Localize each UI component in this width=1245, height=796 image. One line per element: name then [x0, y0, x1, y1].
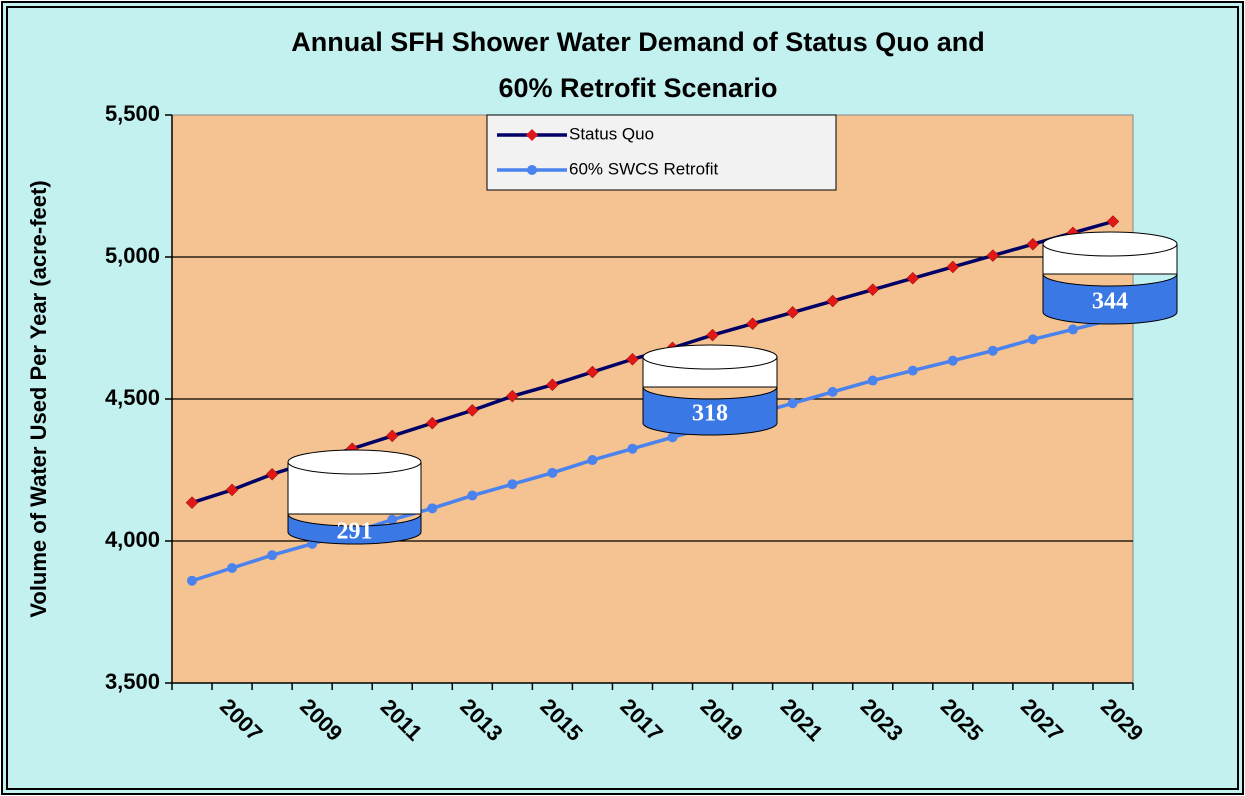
marker	[465, 404, 479, 417]
marker	[626, 352, 639, 366]
legend-box	[486, 114, 837, 191]
marker	[907, 365, 918, 376]
annotation: 344	[1092, 289, 1128, 315]
annotation: 291	[337, 519, 373, 545]
marker	[987, 345, 998, 356]
marker	[587, 455, 598, 466]
marker	[467, 490, 478, 501]
marker	[547, 467, 558, 478]
marker	[1106, 215, 1120, 228]
chart-title: Annual SFH Shower Water Demand of Status…	[291, 27, 985, 57]
marker	[187, 575, 198, 586]
marker	[1026, 237, 1040, 251]
cylinder-body-blue	[287, 513, 422, 545]
cylinder-top	[1042, 231, 1178, 257]
marker	[427, 503, 438, 514]
marker	[1027, 334, 1038, 345]
marker	[225, 483, 239, 497]
marker	[906, 271, 920, 285]
annotation: 318	[692, 401, 728, 427]
cylinder-top	[642, 344, 778, 370]
y-axis-label: Volume of Water Used Per Year (acre-feet…	[26, 180, 51, 617]
marker	[866, 283, 880, 297]
cylinder-top	[287, 449, 422, 475]
y-tick-label: 3,500	[105, 669, 160, 694]
marker	[786, 306, 799, 319]
marker	[867, 375, 878, 386]
marker	[586, 365, 599, 379]
marker	[706, 328, 719, 342]
marker	[827, 386, 838, 397]
marker	[265, 467, 279, 481]
marker	[425, 416, 439, 430]
y-tick-label: 4,000	[105, 527, 160, 552]
marker	[946, 260, 960, 274]
marker	[667, 432, 678, 443]
legend-label: Status Quo	[569, 124, 654, 143]
legend-label: 60% SWCS Retrofit	[569, 159, 719, 178]
marker	[787, 398, 798, 409]
marker	[826, 294, 840, 308]
legend-marker	[527, 165, 537, 175]
marker	[627, 443, 638, 454]
chart-subtitle: 60% Retrofit Scenario	[498, 73, 777, 103]
marker	[507, 479, 518, 490]
marker	[385, 429, 399, 443]
marker	[227, 562, 238, 573]
y-tick-label: 4,500	[105, 385, 160, 410]
legend-marker	[526, 129, 538, 141]
marker	[1067, 324, 1078, 335]
marker	[185, 496, 199, 510]
marker	[986, 249, 1000, 262]
marker	[947, 355, 958, 366]
cylinder-body-blue	[642, 386, 778, 436]
chart-frame-inner	[6, 6, 1239, 790]
y-tick-label: 5,500	[105, 101, 160, 126]
cylinder-body-blue	[1042, 273, 1178, 325]
marker	[387, 514, 398, 525]
marker	[546, 378, 559, 392]
marker	[746, 317, 759, 331]
marker	[267, 550, 278, 561]
y-tick-label: 5,000	[105, 243, 160, 268]
marker	[506, 389, 519, 403]
